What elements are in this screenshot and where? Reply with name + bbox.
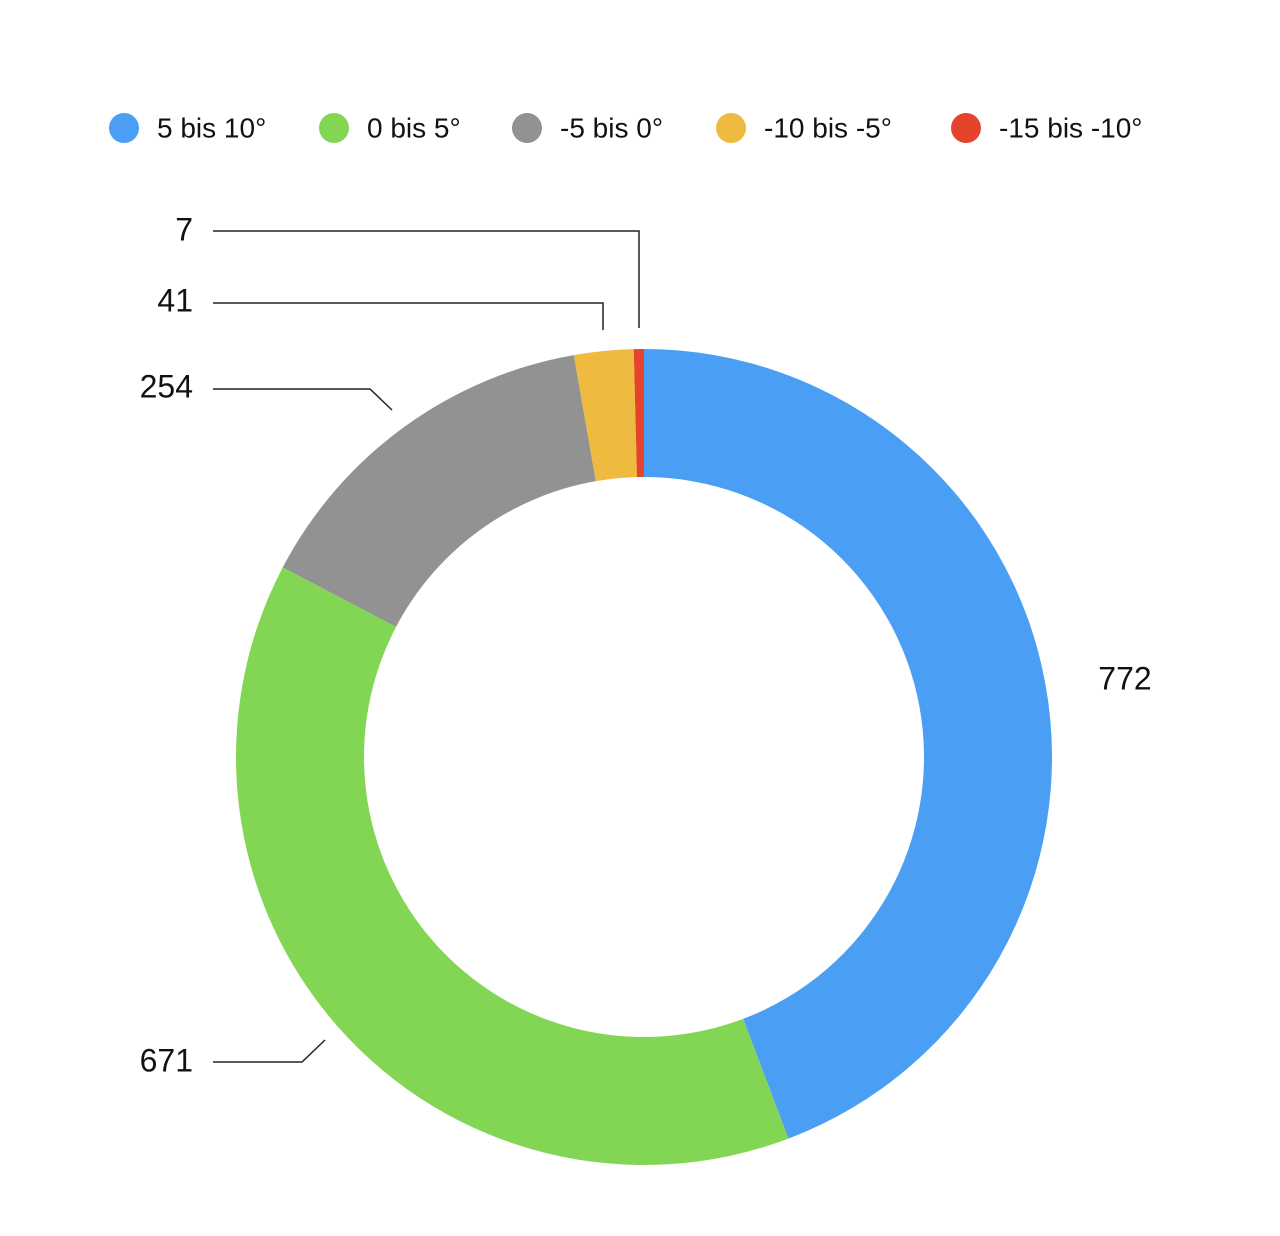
legend-label: -5 bis 0°	[560, 112, 663, 143]
legend-label: 0 bis 5°	[367, 112, 461, 143]
value-label: 671	[140, 1042, 193, 1078]
slice	[573, 349, 637, 482]
leader-line	[213, 1039, 326, 1063]
slice	[633, 349, 644, 478]
legend-swatch	[716, 113, 746, 143]
legend-swatch	[512, 113, 542, 143]
legend-swatch	[109, 113, 139, 143]
legend-swatch	[319, 113, 349, 143]
legend-label: -15 bis -10°	[999, 112, 1143, 143]
slice	[282, 355, 596, 627]
legend-label: -10 bis -5°	[764, 112, 892, 143]
slice	[236, 567, 789, 1166]
legend-swatch	[951, 113, 981, 143]
legend-label: 5 bis 10°	[157, 112, 266, 143]
leader-line	[213, 302, 604, 330]
leader-line	[213, 388, 393, 411]
value-label: 7	[175, 211, 193, 247]
value-label: 772	[1098, 660, 1151, 696]
value-label: 41	[157, 282, 193, 318]
value-label: 254	[140, 368, 193, 404]
slice	[644, 349, 1053, 1139]
leader-line	[213, 230, 640, 328]
